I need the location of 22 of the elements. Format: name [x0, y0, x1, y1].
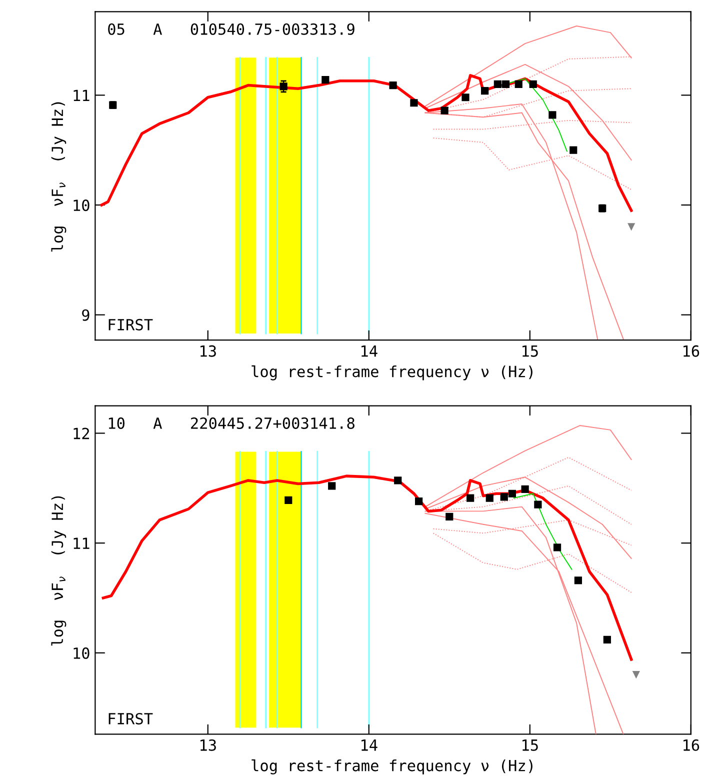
y-tick-label: 11: [74, 90, 90, 102]
y-tick-label: 9: [82, 309, 90, 321]
x-tick-label: 16: [684, 739, 700, 751]
y-tick-label: 10: [74, 647, 90, 659]
x-tick-label: 15: [522, 346, 538, 357]
x-tick-label: 13: [200, 345, 216, 357]
text: 10 A 220445.27+003141.8: [108, 417, 354, 429]
y-tick-label: 12: [74, 428, 90, 440]
annotation: FIRST: [108, 318, 153, 330]
x-tick-label: 14: [362, 740, 378, 751]
text: log νF$_{ν}$ (Jy Hz): [51, 102, 66, 252]
text: log νF$_{ν}$ (Jy Hz): [51, 496, 66, 646]
x-tick-label: 16: [684, 345, 700, 357]
x-tick-label: 14: [362, 346, 378, 357]
y-tick-label: 11: [74, 538, 90, 549]
text: 05 A 010540.75-003313.9: [108, 23, 354, 35]
x-axis-title: log rest-frame frequency ν (Hz): [252, 365, 532, 380]
x-axis-title: log rest-frame frequency ν (Hz): [252, 759, 532, 774]
x-tick-label: 15: [522, 740, 538, 751]
y-tick-label: 10: [74, 200, 90, 212]
x-tick-label: 13: [200, 739, 216, 751]
annotation: FIRST: [108, 712, 153, 725]
